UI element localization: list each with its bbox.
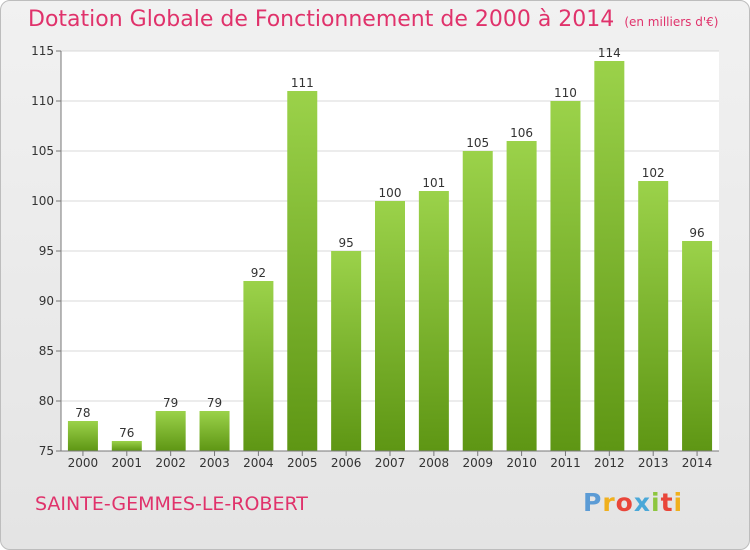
- y-tick-label: 115: [31, 44, 54, 58]
- bar-2011: [550, 101, 581, 451]
- bar-2012: [594, 61, 625, 451]
- y-tick-label: 85: [39, 344, 54, 358]
- x-tick-label: 2009: [462, 456, 493, 470]
- x-tick-label: 2002: [155, 456, 186, 470]
- bar-2003: [199, 411, 230, 451]
- x-tick-label: 2006: [331, 456, 362, 470]
- commune-name: SAINTE-GEMMES-LE-ROBERT: [35, 493, 308, 515]
- x-tick-label: 2004: [243, 456, 274, 470]
- bar-value-label: 101: [422, 176, 445, 190]
- bar-value-label: 92: [251, 266, 266, 280]
- x-tick-label: 2012: [594, 456, 625, 470]
- bar-value-label: 79: [207, 396, 222, 410]
- y-tick-label: 90: [39, 294, 54, 308]
- y-tick-label: 110: [31, 94, 54, 108]
- bar-value-label: 96: [689, 226, 704, 240]
- chart-title: Dotation Globale de Fonctionnement de 20…: [28, 7, 615, 32]
- logo-letter: P: [583, 488, 603, 517]
- bar-value-label: 76: [119, 426, 134, 440]
- bar-2007: [375, 201, 405, 451]
- y-tick-label: 95: [39, 244, 54, 258]
- bar-2002: [155, 411, 186, 451]
- bar-2010: [506, 141, 537, 451]
- bar-2001: [111, 441, 142, 451]
- bar-value-label: 105: [466, 136, 489, 150]
- x-tick-label: 2001: [112, 456, 143, 470]
- y-tick-label: 80: [39, 394, 54, 408]
- bar-value-label: 110: [554, 86, 577, 100]
- logo-letter: o: [615, 488, 634, 517]
- bar-2013: [638, 181, 669, 451]
- bar-value-label: 95: [338, 236, 353, 250]
- y-tick-label: 75: [39, 444, 54, 458]
- bar-2006: [331, 251, 362, 451]
- bar-2004: [243, 281, 274, 451]
- bar-2014: [682, 241, 713, 451]
- x-tick-label: 2005: [287, 456, 318, 470]
- logo-letter: i: [651, 488, 661, 517]
- x-tick-label: 2003: [199, 456, 230, 470]
- bar-value-label: 114: [598, 46, 621, 60]
- bar-value-label: 100: [379, 186, 402, 200]
- logo-letter: t: [660, 488, 674, 517]
- x-tick-label: 2014: [682, 456, 713, 470]
- bar-value-label: 111: [291, 76, 314, 90]
- bar-2005: [287, 91, 318, 451]
- y-tick-label: 105: [31, 144, 54, 158]
- bar-value-label: 102: [642, 166, 665, 180]
- x-tick-label: 2000: [68, 456, 99, 470]
- x-tick-label: 2013: [638, 456, 669, 470]
- bar-value-label: 106: [510, 126, 533, 140]
- chart-title-block: Dotation Globale de Fonctionnement de 20…: [28, 7, 718, 32]
- logo-letter: x: [633, 488, 651, 517]
- x-tick-label: 2010: [506, 456, 537, 470]
- logo-letter: i: [673, 488, 684, 517]
- x-tick-label: 2008: [419, 456, 450, 470]
- bar-value-label: 79: [163, 396, 178, 410]
- chart-unit: (en milliers d'€): [624, 15, 719, 29]
- bar-value-label: 78: [75, 406, 90, 420]
- x-tick-label: 2011: [550, 456, 581, 470]
- x-tick-label: 2007: [375, 456, 406, 470]
- bar-2008: [418, 191, 449, 451]
- bar-2009: [462, 151, 493, 451]
- y-tick-label: 100: [31, 194, 54, 208]
- logo-letter: r: [602, 488, 616, 517]
- bar-2000: [67, 421, 98, 451]
- proxiti-logo[interactable]: Proxiti: [583, 488, 683, 517]
